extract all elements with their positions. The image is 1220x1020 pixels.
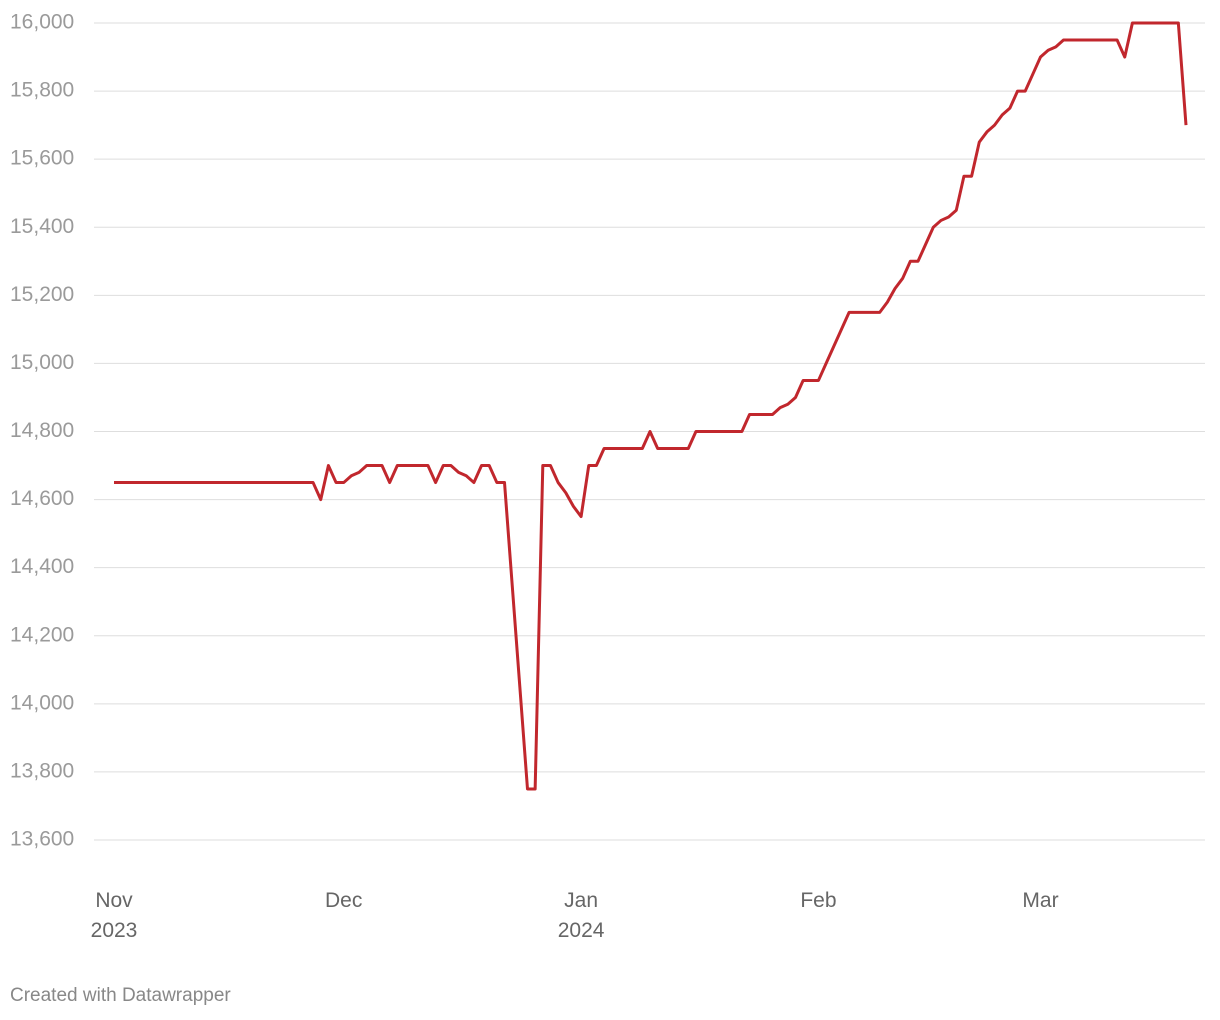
y-tick-label: 14,600 bbox=[10, 487, 74, 510]
credit: Created with Datawrapper bbox=[10, 985, 231, 1006]
y-tick-label: 14,200 bbox=[10, 623, 74, 646]
x-tick-label: Dec bbox=[325, 889, 363, 912]
y-tick-label: 14,000 bbox=[10, 691, 74, 714]
y-tick-label: 14,400 bbox=[10, 555, 74, 578]
y-tick-label: 15,200 bbox=[10, 283, 74, 306]
y-tick-label: 15,600 bbox=[10, 147, 74, 170]
line bbox=[114, 21, 1188, 791]
y-tick-label: 15,000 bbox=[10, 351, 74, 374]
y-tick-label: 15,800 bbox=[10, 79, 74, 102]
y-tick-label: 14,800 bbox=[10, 419, 74, 442]
x-tick-label: Jan 2024 bbox=[557, 889, 605, 942]
y-tick-label: 16,000 bbox=[10, 11, 74, 34]
x-tick-label: Mar bbox=[1022, 889, 1059, 912]
y-tick-label: 13,600 bbox=[10, 828, 74, 851]
x-tick-label: Feb bbox=[800, 889, 837, 912]
y-tick-label: 13,800 bbox=[10, 759, 74, 782]
x-tick-label: Nov 2023 bbox=[90, 889, 138, 942]
y-tick-label: 15,400 bbox=[10, 215, 74, 238]
